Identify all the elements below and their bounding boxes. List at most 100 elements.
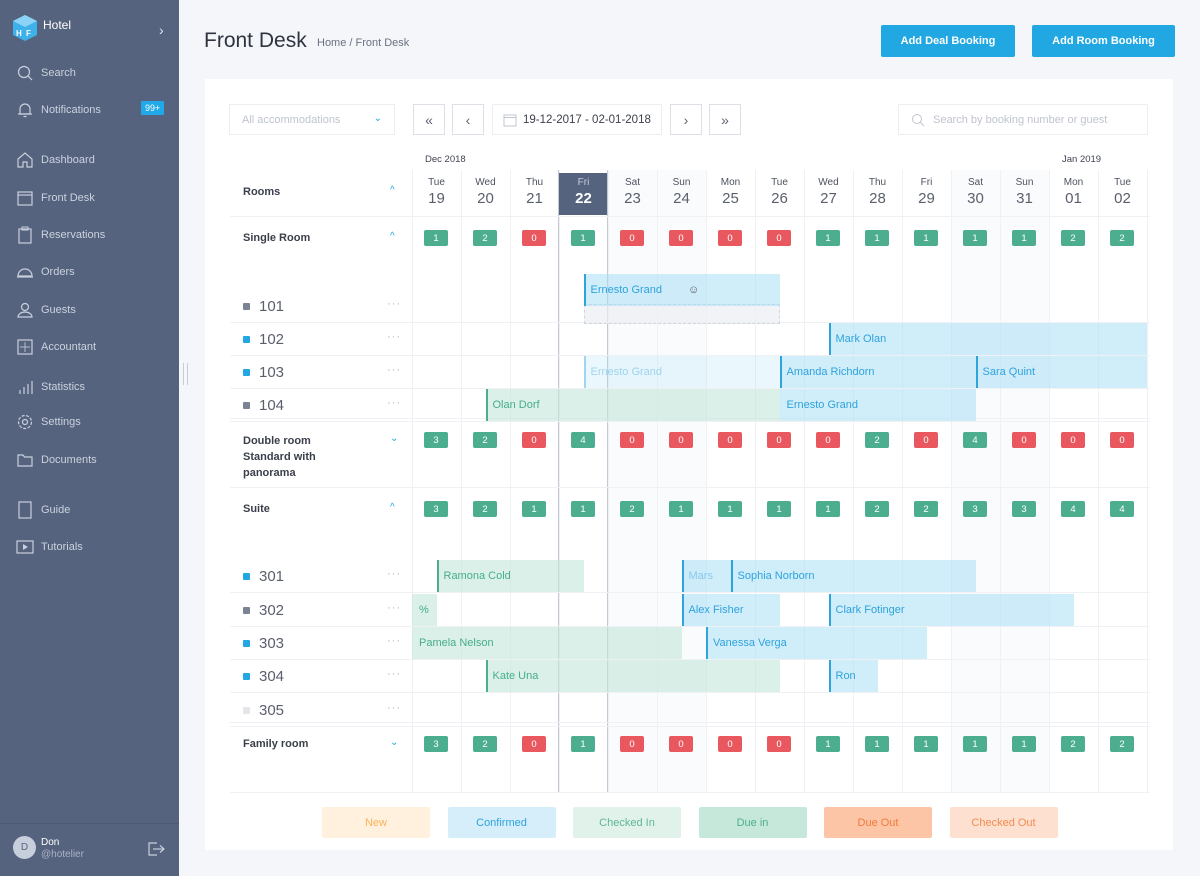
day-of-month: 30 bbox=[967, 190, 984, 207]
sidebar-resize-handle[interactable] bbox=[183, 363, 188, 385]
sidebar-item-dashboard[interactable]: Dashboard bbox=[16, 149, 171, 171]
more-options-icon[interactable]: ··· bbox=[387, 668, 401, 680]
day-header[interactable]: Thu 21 bbox=[510, 173, 559, 215]
booking-bar[interactable]: Mark Olan bbox=[828, 323, 1147, 355]
sidebar-item-settings[interactable]: Settings bbox=[16, 411, 171, 433]
booking-bar[interactable]: Clark Fotinger bbox=[828, 594, 1074, 626]
room-row[interactable]: 305 bbox=[243, 700, 284, 720]
booking-bar[interactable]: Kate Una bbox=[485, 660, 780, 692]
availability-count: 1 bbox=[571, 736, 595, 752]
sidebar-item-guide[interactable]: Guide bbox=[16, 499, 171, 521]
booking-bar[interactable]: Mars bbox=[681, 560, 731, 592]
availability-count: 1 bbox=[669, 501, 693, 517]
accommodation-select[interactable]: All accommodations ⌄ bbox=[229, 104, 395, 135]
availability-count: 0 bbox=[718, 432, 742, 448]
breadcrumb[interactable]: Home / Front Desk bbox=[317, 37, 410, 49]
column-divider bbox=[1049, 170, 1050, 793]
room-row[interactable]: 303 bbox=[243, 633, 284, 653]
day-header[interactable]: Mon 25 bbox=[706, 173, 755, 215]
booking-guest-name: % bbox=[419, 604, 429, 616]
sidebar-item-guests[interactable]: Guests bbox=[16, 299, 171, 321]
booking-bar[interactable]: Ernesto Grand bbox=[779, 389, 976, 421]
logout-icon[interactable] bbox=[147, 841, 165, 857]
booking-accent bbox=[583, 356, 586, 388]
column-divider bbox=[559, 170, 560, 793]
booking-bar[interactable]: Pamela Nelson bbox=[412, 627, 682, 659]
more-options-icon[interactable]: ··· bbox=[387, 602, 401, 614]
booking-bar[interactable]: Ron bbox=[828, 660, 878, 692]
booking-guest-name: Ernesto Grand bbox=[590, 284, 663, 296]
booking-bar[interactable]: Olan Dorf bbox=[485, 389, 780, 421]
day-header[interactable]: Tue 26 bbox=[755, 173, 804, 215]
availability-count: 0 bbox=[767, 736, 791, 752]
room-row[interactable]: 304 bbox=[243, 666, 284, 686]
day-of-week: Wed bbox=[475, 177, 496, 188]
day-header[interactable]: Mon 01 bbox=[1049, 173, 1098, 215]
next-page-button[interactable]: › bbox=[670, 104, 702, 135]
legend-due-out: Due Out bbox=[824, 807, 932, 838]
day-header[interactable]: Fri 22 bbox=[559, 173, 608, 215]
sidebar-item-documents[interactable]: Documents bbox=[16, 449, 171, 471]
booking-bar[interactable]: Ramona Cold bbox=[436, 560, 584, 592]
sidebar-item-tutorials[interactable]: Tutorials bbox=[16, 536, 171, 558]
day-header[interactable]: Wed 27 bbox=[804, 173, 853, 215]
day-header[interactable]: Thu 28 bbox=[853, 173, 902, 215]
chevron-down-icon[interactable]: ⌄ bbox=[390, 433, 399, 444]
sidebar-item-front-desk[interactable]: Front Desk bbox=[16, 187, 171, 209]
day-header[interactable]: Sun 31 bbox=[1000, 173, 1049, 215]
booking-bar[interactable]: Alex Fisher bbox=[681, 594, 780, 626]
chevron-down-icon[interactable]: ⌄ bbox=[390, 737, 399, 748]
more-options-icon[interactable]: ··· bbox=[387, 635, 401, 647]
more-options-icon[interactable]: ··· bbox=[387, 397, 401, 409]
last-page-button[interactable]: » bbox=[709, 104, 741, 135]
more-options-icon[interactable]: ··· bbox=[387, 568, 401, 580]
booking-guest-name: Olan Dorf bbox=[492, 399, 540, 411]
day-header[interactable]: Wed 20 bbox=[461, 173, 510, 215]
day-header[interactable]: Sun 24 bbox=[657, 173, 706, 215]
first-page-button[interactable]: « bbox=[413, 104, 445, 135]
booking-bar[interactable]: Vanessa Verga bbox=[706, 627, 927, 659]
booking-bar[interactable]: Sara Quint bbox=[975, 356, 1147, 388]
room-row[interactable]: 104 bbox=[243, 395, 284, 415]
room-row[interactable]: 101 bbox=[243, 296, 284, 316]
room-row[interactable]: 301 bbox=[243, 566, 284, 586]
avatar[interactable]: D bbox=[13, 836, 36, 859]
chevron-up-icon[interactable]: ^ bbox=[390, 185, 395, 196]
sidebar-item-accountant[interactable]: Accountant bbox=[16, 336, 171, 358]
sidebar-item-statistics[interactable]: Statistics bbox=[16, 376, 171, 398]
chevron-right-icon[interactable]: › bbox=[159, 22, 164, 38]
booking-search-input[interactable]: Search by booking number or guest bbox=[898, 104, 1148, 135]
room-row[interactable]: 103 bbox=[243, 362, 284, 382]
date-range-picker[interactable]: 19-12-2017 - 02-01-2018 bbox=[492, 104, 662, 135]
day-header[interactable]: Sat 30 bbox=[951, 173, 1000, 215]
day-header[interactable]: Tue 19 bbox=[412, 173, 461, 215]
add-deal-booking-button[interactable]: Add Deal Booking bbox=[881, 25, 1015, 57]
availability-count: 1 bbox=[963, 736, 987, 752]
more-options-icon[interactable]: ··· bbox=[387, 298, 401, 310]
more-options-icon[interactable]: ··· bbox=[387, 364, 401, 376]
more-options-icon[interactable]: ··· bbox=[387, 702, 401, 714]
chevron-up-icon[interactable]: ^ bbox=[390, 231, 395, 242]
prev-page-button[interactable]: ‹ bbox=[452, 104, 484, 135]
sidebar-item-reservations[interactable]: Reservations bbox=[16, 224, 171, 246]
day-header[interactable]: Tue 02 bbox=[1098, 173, 1147, 215]
day-header[interactable]: Fri 29 bbox=[902, 173, 951, 215]
sidebar-item-notifications[interactable]: Notifications bbox=[16, 99, 171, 121]
more-options-icon[interactable]: ··· bbox=[387, 331, 401, 343]
sidebar-item-orders[interactable]: Orders bbox=[16, 261, 171, 283]
booking-bar[interactable]: Ernesto Grand bbox=[583, 356, 780, 388]
brand[interactable]: H F Hotel › bbox=[12, 14, 172, 44]
room-row[interactable]: 102 bbox=[243, 329, 284, 349]
add-room-booking-button[interactable]: Add Room Booking bbox=[1032, 25, 1175, 57]
sidebar-item-search[interactable]: Search bbox=[16, 62, 171, 84]
booking-bar[interactable]: % bbox=[412, 594, 437, 626]
booking-bar[interactable]: Amanda Richdorn bbox=[779, 356, 976, 388]
day-header[interactable]: Sat 23 bbox=[608, 173, 657, 215]
room-row[interactable]: 302 bbox=[243, 600, 284, 620]
availability-count: 1 bbox=[865, 736, 889, 752]
chevron-up-icon[interactable]: ^ bbox=[390, 502, 395, 513]
booking-bar[interactable]: Sophia Norborn bbox=[730, 560, 976, 592]
sidebar-item-label: Notifications bbox=[41, 104, 101, 116]
cloche-icon bbox=[17, 268, 33, 278]
booking-bar[interactable]: Ernesto Grand ☺ bbox=[583, 274, 780, 306]
